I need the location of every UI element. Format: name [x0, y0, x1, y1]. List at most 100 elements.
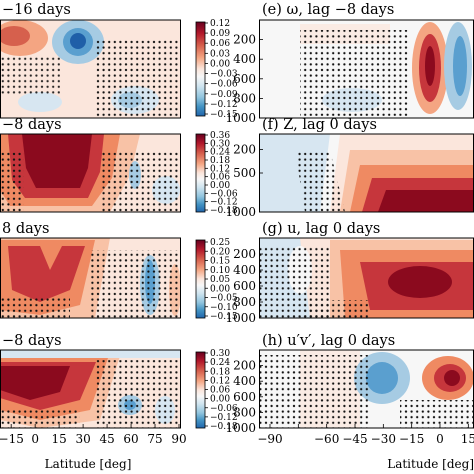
panel-left-3: 8 days 0.250.200.150.100.050.00−0.05−0.1… — [0, 221, 238, 322]
panel-right-3-title: (g) u, lag 0 days — [262, 221, 380, 237]
x-tick-label: 60 — [123, 432, 138, 446]
y-tick-label: 400 — [233, 263, 256, 277]
y-tick-label: 1000 — [225, 421, 256, 435]
colorbar-tick-label: 0.15 — [210, 257, 230, 267]
panel-right-1: (e) ω, lag −8 days 200 400 600 800 1000 — [225, 2, 474, 125]
y-tick-label: 800 — [233, 91, 256, 105]
colorbar-tick-label: −0.03 — [210, 70, 238, 80]
colorbar-tick-label: 0.12 — [210, 164, 230, 174]
panel-right-4-title: (h) u′v′, lag 0 days — [262, 333, 395, 349]
panel-right-1-field — [259, 20, 474, 118]
colorbar-tick-label: 0.06 — [210, 386, 230, 396]
y-tick-label: 800 — [233, 405, 256, 419]
colorbar-tick-label: 0.06 — [210, 39, 230, 49]
x-tick-label: 15 — [51, 432, 66, 446]
panel-left-2-colorbar: 0.360.300.240.180.120.060.00−0.06−0.12−0… — [195, 131, 238, 216]
colorbar-tick-label: 0.36 — [210, 131, 230, 141]
y-tick-label: 200 — [233, 247, 256, 261]
x-tick-label: 15 — [461, 432, 474, 446]
panel-right-4-xlabel: Latitude [deg] — [387, 457, 474, 471]
x-tick-label: −90 — [257, 432, 282, 446]
y-tick-label: 200 — [233, 143, 256, 157]
colorbar-tick-label: −0.15 — [210, 110, 238, 120]
y-tick-label: 800 — [233, 295, 256, 309]
y-tick-label: 400 — [233, 374, 256, 388]
colorbar-tick-label: 0.00 — [210, 395, 230, 405]
x-tick-label: 30 — [75, 432, 90, 446]
colorbar-tick-label: 0.05 — [210, 275, 230, 285]
x-tick-label: 75 — [147, 432, 162, 446]
colorbar-tick-label: 0.18 — [210, 367, 230, 377]
colorbar-tick-label: −0.05 — [210, 294, 238, 304]
colorbar-tick-label: 0.10 — [210, 266, 230, 276]
panel-left-1-title: −16 days — [2, 2, 71, 18]
panel-left-1-colorbar: 0.120.090.060.030.00−0.03−0.06−0.09−0.12… — [195, 19, 238, 120]
x-tick-label: −60 — [314, 432, 339, 446]
panel-left-3-colorbar: 0.250.200.150.100.050.00−0.05−0.10−0.15 — [195, 238, 238, 322]
colorbar-tick-label: 0.25 — [210, 238, 230, 248]
panel-left-4-colorbar: 0.300.240.180.120.060.00−0.06−0.12−0.18 — [195, 349, 238, 432]
y-tick-label: 200 — [233, 33, 256, 47]
panel-left-2-field — [0, 134, 181, 212]
x-tick-label: −15 — [399, 432, 424, 446]
colorbar-tick-label: 0.12 — [210, 376, 230, 386]
panel-right-1-title: (e) ω, lag −8 days — [262, 2, 394, 18]
panel-left-3-title: 8 days — [2, 221, 49, 237]
y-tick-label: 1000 — [225, 111, 256, 125]
y-tick-label: 500 — [233, 166, 256, 180]
x-tick-label: 90 — [171, 432, 186, 446]
x-tick-label: −30 — [371, 432, 396, 446]
colorbar-tick-label: −0.09 — [210, 90, 238, 100]
colorbar-tick-label: −0.06 — [210, 189, 238, 199]
x-tick-label: 0 — [31, 432, 39, 446]
colorbar-tick-label: 0.18 — [210, 156, 230, 166]
panel-left-4-field — [0, 350, 181, 428]
y-tick-label: 1000 — [225, 311, 256, 325]
colorbar-tick-label: 0.20 — [210, 247, 230, 257]
y-tick-label: 400 — [233, 52, 256, 66]
colorbar-tick-label: −0.18 — [210, 206, 238, 216]
x-tick-label: 0 — [436, 432, 444, 446]
colorbar-tick-label: 0.09 — [210, 29, 230, 39]
colorbar-tick-label: 0.24 — [210, 148, 230, 158]
panel-right-2: (f) Z, lag 0 days 200 500 1000 — [225, 117, 474, 219]
colorbar-tick-label: 0.03 — [210, 49, 230, 59]
colorbar-tick-label: −0.10 — [210, 303, 238, 313]
panel-left-1: −16 days 0.120.090.060.030.00−0.03−0.06−… — [0, 2, 238, 120]
panel-right-4-field — [259, 350, 474, 428]
panel-left-1-field — [0, 20, 181, 118]
colorbar-tick-label: −0.15 — [210, 312, 238, 322]
colorbar-tick-label: −0.06 — [210, 80, 238, 90]
panel-left-2-title: −8 days — [2, 117, 62, 133]
colorbar-tick-label: −0.12 — [210, 100, 238, 110]
colorbar-tick-label: 0.00 — [210, 59, 230, 69]
panel-right-3: (g) u, lag 0 days 200 400 600 800 1000 — [225, 221, 474, 325]
panel-left-4-title: −8 days — [2, 333, 62, 349]
colorbar-tick-label: 0.30 — [210, 349, 230, 359]
y-tick-label: 600 — [233, 279, 256, 293]
colorbar-tick-label: 0.24 — [210, 358, 230, 368]
panel-left-4-xlabel: Latitude [deg] — [45, 457, 132, 471]
colorbar-tick-label: −0.18 — [210, 422, 238, 432]
colorbar-tick-label: 0.12 — [210, 19, 230, 29]
colorbar-tick-label: 0.00 — [210, 181, 230, 191]
panel-left-2: −8 days 0.360.300.240.180.120.060.00−0.0… — [0, 117, 238, 216]
y-tick-label: 600 — [233, 390, 256, 404]
colorbar-tick-label: 0.00 — [210, 284, 230, 294]
x-tick-label: 45 — [99, 432, 114, 446]
colorbar-tick-label: 0.06 — [210, 173, 230, 183]
colorbar-tick-label: −0.12 — [210, 198, 238, 208]
panel-left-4: −8 days 0.300.240.180.120.060.00−0.06−0.… — [0, 333, 238, 471]
colorbar-tick-label: −0.12 — [210, 413, 238, 423]
panel-right-3-field — [259, 238, 474, 318]
x-tick-label: −15 — [0, 432, 24, 446]
y-tick-label: 600 — [233, 72, 256, 86]
colorbar-tick-label: 0.30 — [210, 139, 230, 149]
y-tick-label: 1000 — [225, 205, 256, 219]
panel-right-2-title: (f) Z, lag 0 days — [262, 117, 377, 133]
y-tick-label: 200 — [233, 359, 256, 373]
colorbar-tick-label: −0.06 — [210, 404, 238, 414]
panel-left-3-field — [0, 238, 181, 318]
